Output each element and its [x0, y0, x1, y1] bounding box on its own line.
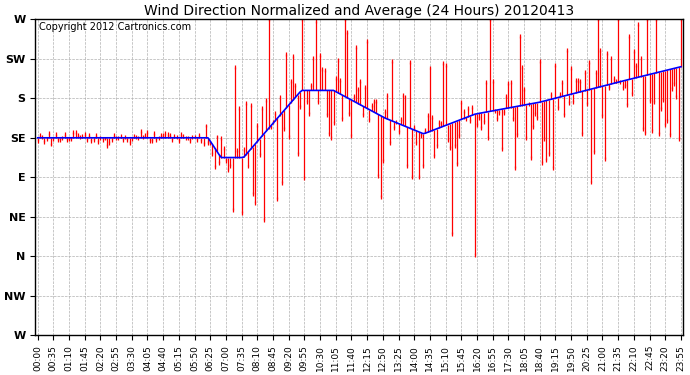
Text: Copyright 2012 Cartronics.com: Copyright 2012 Cartronics.com — [39, 22, 190, 33]
Title: Wind Direction Normalized and Average (24 Hours) 20120413: Wind Direction Normalized and Average (2… — [144, 4, 574, 18]
